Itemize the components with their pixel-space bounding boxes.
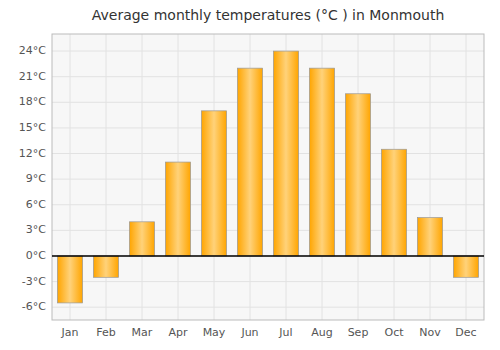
- bar: [381, 149, 406, 256]
- y-grid-line: [52, 102, 484, 103]
- x-tick-label: Dec: [455, 326, 476, 339]
- x-grid-line: [430, 34, 431, 320]
- baseline: [52, 255, 484, 257]
- y-tick-label: -3°C: [22, 275, 46, 288]
- y-grid-line: [52, 51, 484, 52]
- bar: [345, 94, 370, 256]
- y-tick-label: 18°C: [19, 95, 46, 108]
- y-grid-line: [52, 281, 484, 282]
- y-tick-label: 24°C: [19, 44, 46, 57]
- title: Average monthly temperatures (°C ) in Mo…: [92, 7, 445, 23]
- y-tick-label: 0°C: [26, 249, 46, 262]
- chart-svg: -6°C -3°C 0°C 3°C 6°C 9°C 12°C 15°C 18°C 21°C 24°C…: [0, 0, 500, 350]
- bar: [237, 68, 262, 256]
- bar: [309, 68, 334, 256]
- chart-container: -6°C -3°C 0°C 3°C 6°C 9°C 12°C 15°C 18°C 21°C 24°C…: [0, 0, 500, 350]
- plot-background: [52, 34, 484, 320]
- y-tick-label: 21°C: [19, 70, 46, 83]
- bar: [165, 162, 190, 256]
- y-grid-line: [52, 255, 484, 256]
- x-tick-label: Jun: [240, 326, 258, 339]
- x-grid-line: [142, 34, 143, 320]
- plot-frame: [52, 34, 484, 320]
- bars: [52, 51, 484, 303]
- bar: [57, 256, 82, 303]
- y-tick-label: 15°C: [19, 121, 46, 134]
- y-tick-label: -6°C: [22, 300, 46, 313]
- y-grid-line: [52, 307, 484, 308]
- y-grid-line: [52, 153, 484, 154]
- y-grid-line: [52, 76, 484, 77]
- y-tick-label: 3°C: [26, 223, 46, 236]
- x-tick-label: Nov: [419, 326, 441, 339]
- x-tick-label: Oct: [384, 326, 404, 339]
- x-tick-label: Jan: [61, 326, 79, 339]
- y-tick-label: 6°C: [26, 198, 46, 211]
- y-grid-line: [52, 127, 484, 128]
- x-tick-label: Jul: [278, 326, 292, 339]
- bar: [417, 218, 442, 256]
- x-tick-label: Apr: [168, 326, 188, 339]
- x-tick-label: Sep: [348, 326, 369, 339]
- x-tick-label: Aug: [311, 326, 332, 339]
- y-grid-line: [52, 179, 484, 180]
- y-tick-label: 9°C: [26, 172, 46, 185]
- x-tick-label: May: [203, 326, 226, 339]
- bar: [93, 256, 118, 277]
- bar: [453, 256, 478, 277]
- bar: [273, 51, 298, 256]
- grid: [52, 34, 484, 320]
- x-tick-label: Feb: [96, 326, 115, 339]
- bar: [129, 222, 154, 256]
- y-tick-label: 12°C: [19, 147, 46, 160]
- x-tick-label: Mar: [132, 326, 153, 339]
- bar: [201, 111, 226, 256]
- y-grid-line: [52, 204, 484, 205]
